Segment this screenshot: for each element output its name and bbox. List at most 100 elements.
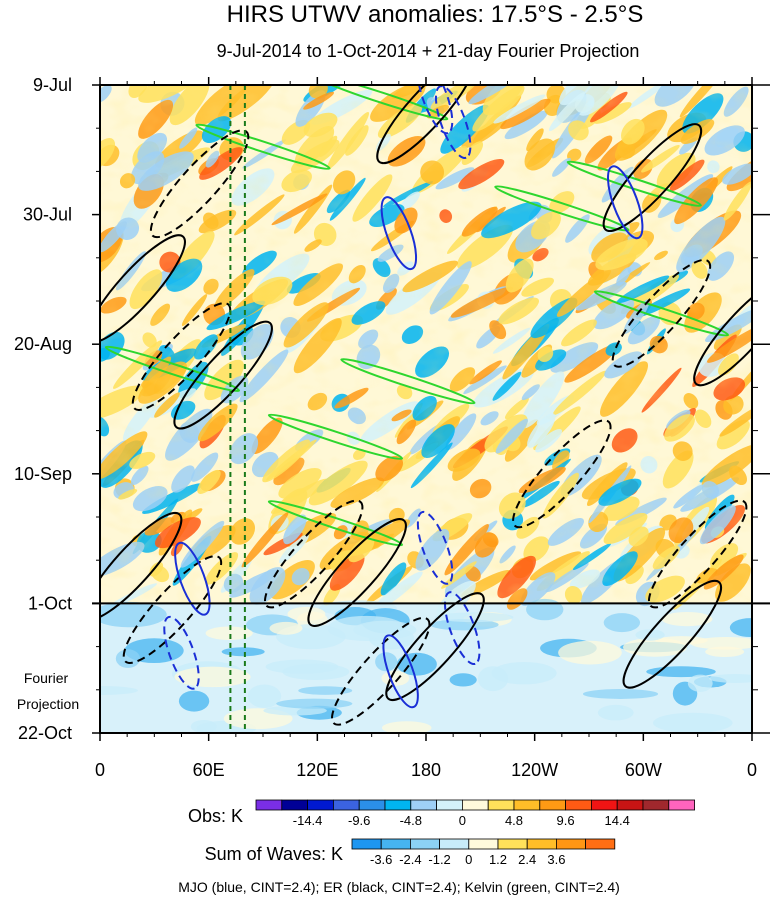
obs-colorbar-swatch [668,799,695,811]
chart-title: HIRS UTWV anomalies: 17.5°S - 2.5°S [227,1,644,28]
projection-cell [661,611,713,627]
er-contour [100,234,186,344]
obs-colorbar-swatch [436,799,463,811]
waves-colorbar-label: 1.2 [489,852,507,867]
obs-colorbar-swatch [358,799,386,811]
obs-colorbar-swatch [642,799,670,811]
x-tick-label: 180 [411,760,441,780]
projection-cell [396,652,437,676]
kelvin-contour [340,358,476,405]
er-contour [512,419,612,529]
projection-cell [597,704,634,721]
waves-colorbar-swatch [497,838,528,850]
y-tick-label: 10-Sep [14,464,72,484]
mjo-contour [607,165,644,240]
waves-colorbar-swatch [380,838,411,850]
waves-colorbar-swatch [351,838,382,850]
er-contour [602,123,703,232]
waves-colorbar-swatch [409,838,440,850]
mjo-contour [434,85,472,159]
obs-colorbar-swatch [384,799,412,811]
waves-colorbar: Sum of Waves: K -3.6 -2.4 -1.2 0 1.2 2.4 3.6 [205,838,616,867]
obs-colorbar-swatch [539,799,566,811]
projection-cell [690,636,752,650]
projection-cell [205,626,253,641]
projection-cell [582,688,659,699]
er-contour [173,320,273,430]
projection-cell [221,647,265,657]
er-contour [263,499,364,609]
obs-colorbar-swatch [410,799,437,811]
reference-lines [229,85,246,733]
wave-contours [100,85,752,726]
waves-colorbar-swatch [468,838,499,850]
plot-area: 0 60E 120E 180 120W 60W 0 9-Jul 30-Jul 20-Aug 10-S… [14,75,770,780]
er-contour [385,592,485,701]
waves-colorbar-swatch [526,838,557,850]
obs-colorbar-swatch [487,799,515,811]
projection-cell [687,674,713,692]
projection-cell [115,649,141,668]
y-tick-label: 22-Oct [18,723,72,743]
projection-cell [174,666,251,688]
kelvin-contour [267,413,404,460]
projection-cell [381,721,432,733]
projection-cell [269,621,303,635]
contour-legend: MJO (blue, CINT=2.4); ER (black, CINT=2.… [178,879,620,895]
x-tick-label: 60W [625,760,662,780]
projection-cell [449,673,477,687]
obs-colorbar-swatch [461,799,489,811]
x-tick-label: 0 [95,760,105,780]
chart-subtitle: 9-Jul-2014 to 1-Oct-2014 + 21-day Fourie… [217,41,640,61]
projection-cell [381,670,410,686]
y-tick-label: 1-Oct [28,593,72,613]
waves-colorbar-label: 3.6 [547,852,565,867]
projection-cell [623,637,688,657]
er-contour [693,277,752,387]
projection-cell [729,618,752,638]
x-tick-label: 60E [193,760,225,780]
obs-colorbar-title: Obs: K [188,806,243,826]
er-contour [149,129,250,239]
waves-colorbar-label: -3.6 [370,852,392,867]
waves-colorbar-swatch [585,838,616,850]
texture-overlay [100,85,752,603]
obs-colorbar-label: 14.4 [605,813,630,828]
obs-colorbar-swatch [255,799,283,811]
y-tick-label: 20-Aug [14,334,72,354]
waves-colorbar-swatch [556,838,587,850]
projection-cell [282,663,350,681]
obs-colorbar-swatch [332,799,360,811]
er-contour [100,511,183,621]
waves-colorbar-swatch [439,838,470,850]
obs-colorbar-swatch [591,799,618,811]
projection-cell [353,620,417,640]
obs-colorbar-swatch [281,799,308,811]
er-contour [611,258,712,368]
mjo-contour [444,591,481,666]
obs-colorbar-label: -14.4 [293,813,323,828]
obs-colorbar-swatch [616,799,644,811]
waves-colorbar-title: Sum of Waves: K [205,844,343,864]
projection-cell [558,640,622,665]
projection-cell [298,686,353,695]
waves-colorbar-label: -1.2 [428,852,450,867]
axes: 0 60E 120E 180 120W 60W 0 9-Jul 30-Jul 20-Aug 10-S… [14,75,770,780]
waves-colorbar-label: -2.4 [399,852,421,867]
x-tick-label: 120W [511,760,558,780]
projection-cell [247,684,282,708]
er-contour [131,302,232,411]
projection-cell [652,712,733,733]
projection-cell [287,606,326,622]
mjo-contour [382,634,419,709]
obs-colorbar-label: -9.6 [348,813,370,828]
obs-colorbar-swatch [513,799,541,811]
er-contour [122,555,223,664]
mjo-contour [416,510,454,585]
mjo-contour [163,615,200,690]
waves-colorbar-label: 2.4 [518,852,536,867]
er-contour [622,579,723,689]
waves-colorbar-label: 0 [465,852,472,867]
projection-cell [708,673,752,683]
